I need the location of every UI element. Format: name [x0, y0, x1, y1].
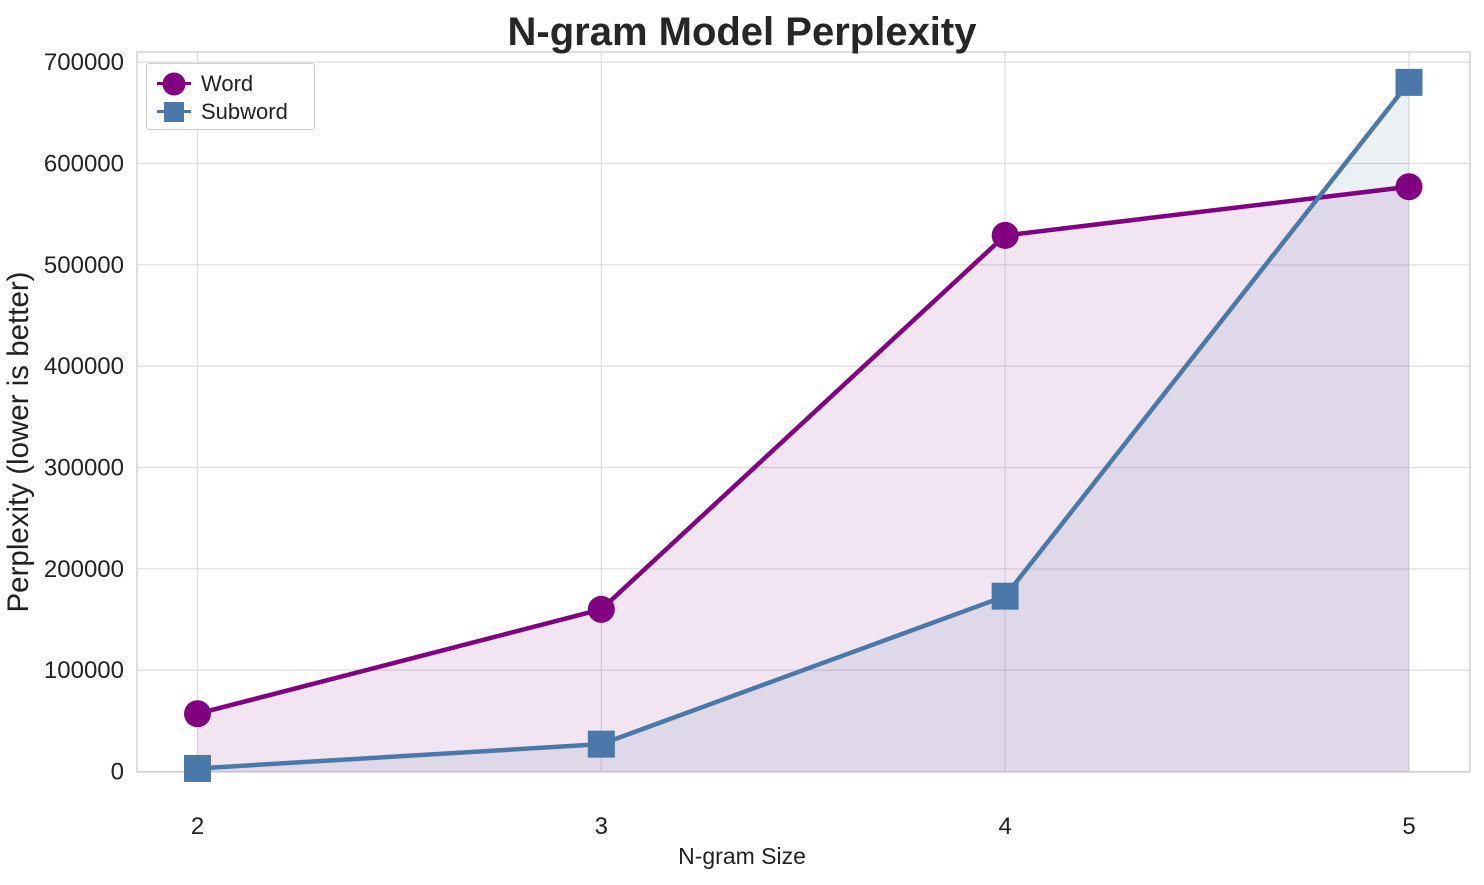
svg-text:300000: 300000 [44, 454, 124, 481]
svg-text:2: 2 [191, 813, 204, 840]
svg-text:600000: 600000 [44, 150, 124, 177]
svg-text:400000: 400000 [44, 353, 124, 380]
svg-text:3: 3 [595, 813, 608, 840]
svg-text:500000: 500000 [44, 252, 124, 279]
svg-text:4: 4 [998, 813, 1011, 840]
svg-text:5: 5 [1402, 813, 1415, 840]
svg-text:0: 0 [111, 759, 124, 786]
svg-text:100000: 100000 [44, 657, 124, 684]
svg-text:200000: 200000 [44, 556, 124, 583]
